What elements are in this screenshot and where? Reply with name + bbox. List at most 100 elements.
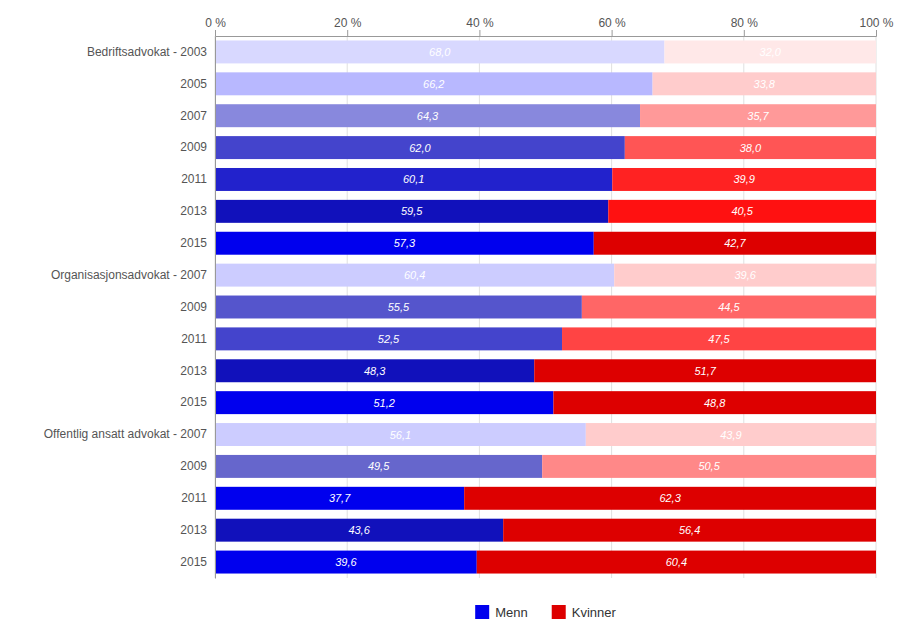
bar: [664, 40, 876, 63]
data-label: 56,4: [679, 524, 700, 536]
tick-label: Organisasjonsadvokat - 2007: [51, 268, 207, 282]
tick-label: 40 %: [466, 16, 494, 30]
data-label: 66,2: [423, 78, 444, 90]
tick: 60 %: [598, 16, 626, 36]
bar: [215, 551, 477, 574]
tick-label: 2011: [181, 491, 207, 505]
data-label: 44,5: [718, 301, 740, 313]
data-label: 49,5: [368, 460, 390, 472]
tick-label: 2015: [180, 236, 207, 250]
tick: 2005: [180, 77, 207, 91]
data-label: 50,5: [698, 460, 720, 472]
tick: 2013: [180, 523, 207, 537]
tick-label: 80 %: [731, 16, 759, 30]
bar: [586, 423, 876, 446]
tick: 2011: [181, 332, 207, 346]
tick: 20 %: [334, 16, 362, 36]
data-label: 64,3: [417, 110, 439, 122]
data-label: 39,6: [335, 556, 357, 568]
bar: [625, 136, 876, 159]
data-label: 33,8: [754, 78, 776, 90]
data-label: 68,0: [429, 46, 451, 58]
data-label: 55,5: [388, 301, 410, 313]
bar: [215, 264, 614, 287]
tick-label: 20 %: [334, 16, 362, 30]
tick: 40 %: [466, 16, 494, 36]
tick-mark: [215, 30, 216, 36]
tick: 2015: [180, 395, 207, 409]
data-label: 40,5: [731, 205, 753, 217]
data-label: 48,3: [364, 365, 386, 377]
bar: [608, 200, 876, 223]
legend-label: Menn: [495, 605, 528, 620]
bars: [215, 40, 876, 573]
data-label: 37,7: [329, 492, 351, 504]
tick-label: 60 %: [598, 16, 626, 30]
tick: Organisasjonsadvokat - 2007: [51, 268, 207, 282]
tick: 2013: [180, 204, 207, 218]
bar: [640, 104, 876, 127]
data-label: 43,9: [720, 429, 741, 441]
bar: [215, 136, 625, 159]
tick-mark: [347, 30, 348, 36]
tick: 2009: [180, 459, 207, 473]
tick: 80 %: [731, 16, 759, 36]
legend-swatch: [552, 605, 566, 619]
data-label: 59,5: [401, 205, 423, 217]
tick: 2009: [180, 140, 207, 154]
tick-label: 2009: [180, 300, 207, 314]
bar: [215, 423, 586, 446]
tick-label: 2013: [180, 364, 207, 378]
data-label: 60,1: [403, 173, 424, 185]
tick-label: Offentlig ansatt advokat - 2007: [44, 427, 208, 441]
bar: [215, 519, 503, 542]
tick-label: 2013: [180, 204, 207, 218]
chart: 68,0 66,2 64,3 62,0 60,1 59,5 57,3 60,4 55,5 52,5…: [0, 0, 910, 636]
legend-label: Kvinner: [572, 605, 617, 620]
bar: [464, 487, 876, 510]
tick-label: Bedriftsadvokat - 2003: [87, 45, 207, 59]
tick-mark: [612, 30, 613, 36]
bar: [215, 391, 553, 414]
bar: [215, 168, 612, 191]
data-label: 52,5: [378, 333, 400, 345]
bar: [215, 359, 534, 382]
data-label: 38,0: [740, 142, 762, 154]
axis-line: [215, 37, 216, 579]
bar: [215, 232, 594, 255]
data-label: 32,0: [760, 46, 782, 58]
data-labels: 68,0 66,2 64,3 62,0 60,1 59,5 57,3 60,4 55,5 52,5…: [329, 46, 782, 568]
tick-label: 2007: [180, 109, 207, 123]
bar: [503, 519, 876, 542]
bar: [582, 296, 876, 319]
grid: [215, 36, 876, 578]
bar: [215, 40, 664, 63]
bar: [215, 72, 653, 95]
tick: 2015: [180, 555, 207, 569]
data-label: 60,4: [404, 269, 425, 281]
tick-label: 2015: [180, 395, 207, 409]
bar: [215, 200, 608, 223]
y-axis: Bedriftsadvokat - 2003 2005 2007 2009 2011 20…: [44, 37, 216, 579]
tick: 0 %: [205, 16, 226, 36]
bar: [215, 327, 562, 350]
bar: [215, 104, 640, 127]
data-label: 57,3: [394, 237, 416, 249]
data-label: 51,7: [694, 365, 716, 377]
data-label: 42,7: [724, 237, 746, 249]
data-label: 39,9: [733, 173, 754, 185]
tick-mark: [744, 30, 745, 36]
data-label: 48,8: [704, 397, 726, 409]
tick: 2013: [180, 364, 207, 378]
data-label: 51,2: [374, 397, 395, 409]
tick-label: 2005: [180, 77, 207, 91]
data-label: 62,0: [409, 142, 431, 154]
tick-label: 2011: [181, 172, 207, 186]
data-label: 39,6: [734, 269, 756, 281]
tick-label: 2009: [180, 459, 207, 473]
data-label: 35,7: [747, 110, 769, 122]
tick-label: 100 %: [859, 16, 893, 30]
bar: [594, 232, 876, 255]
tick: 2007: [180, 109, 207, 123]
bar: [553, 391, 876, 414]
